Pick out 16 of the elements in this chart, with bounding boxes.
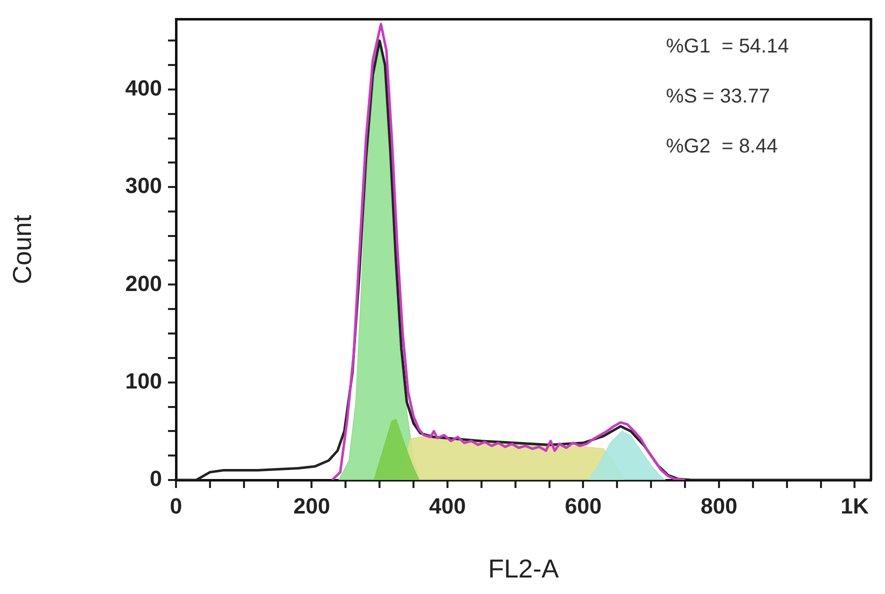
y-tick-label: 300 — [125, 173, 162, 198]
x-tick-label: 600 — [564, 493, 602, 518]
x-axis-title: FL2-A — [488, 554, 560, 584]
y-tick-label: 0 — [150, 466, 162, 492]
annotation: %S = 33.77 — [666, 86, 770, 108]
x-tick-label: 0 — [170, 493, 182, 518]
x-tick-label: 800 — [700, 493, 738, 518]
annotation: %G1 = 54.14 — [666, 36, 789, 58]
y-tick-label: 200 — [125, 270, 162, 296]
y-tick-label: 100 — [125, 368, 162, 394]
x-tick-label: 400 — [429, 493, 466, 518]
y-tick-label: 400 — [125, 76, 162, 101]
x-tick-label: 200 — [293, 493, 330, 518]
x-tick-label: 1K — [840, 493, 869, 518]
y-axis-title: Count — [6, 214, 37, 284]
annotation: %G2 = 8.44 — [666, 136, 778, 158]
